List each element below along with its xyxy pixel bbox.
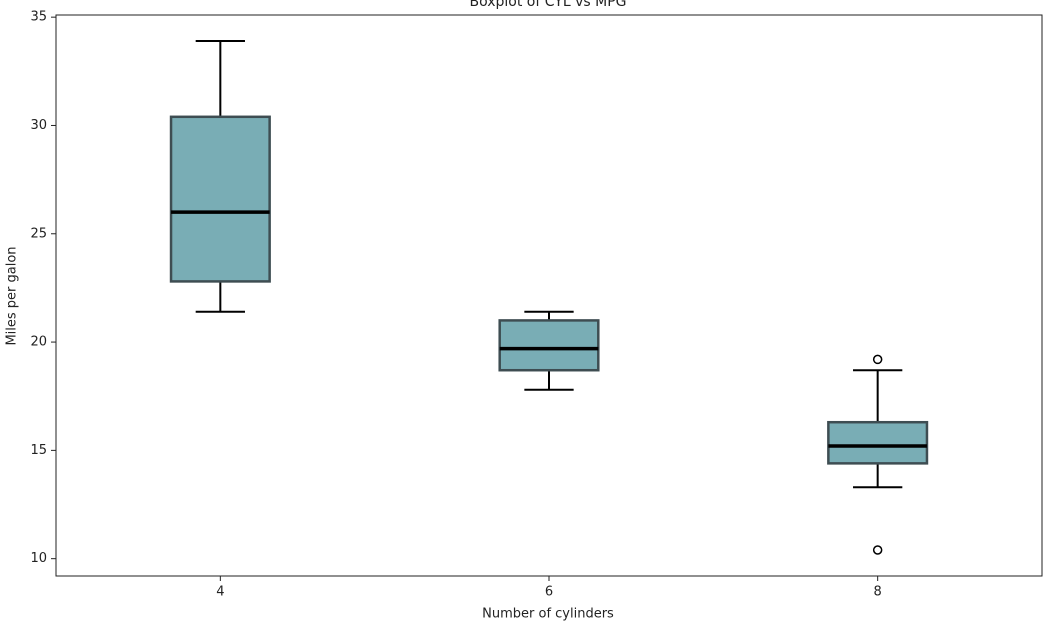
- outlier: [872, 545, 883, 555]
- y-axis-label: Miles per galon: [5, 246, 20, 345]
- y-tick-label: 15: [30, 443, 47, 458]
- x-tick-label: 6: [545, 585, 553, 600]
- y-tick-label: 20: [30, 335, 47, 350]
- plot-frame: [55, 14, 1043, 577]
- outlier: [872, 354, 883, 365]
- box: [169, 115, 271, 283]
- y-tick-label: 10: [30, 551, 47, 566]
- x-tick-label: 4: [216, 585, 224, 600]
- x-axis-label: Number of cylinders: [482, 607, 614, 622]
- chart-title: Boxplot of CYL vs MPG: [470, 0, 627, 10]
- box: [827, 420, 929, 465]
- y-tick-label: 25: [30, 226, 47, 241]
- y-tick-label: 35: [30, 10, 47, 25]
- y-tick-label: 30: [30, 118, 47, 133]
- x-tick-label: 8: [874, 585, 882, 600]
- box: [498, 319, 600, 372]
